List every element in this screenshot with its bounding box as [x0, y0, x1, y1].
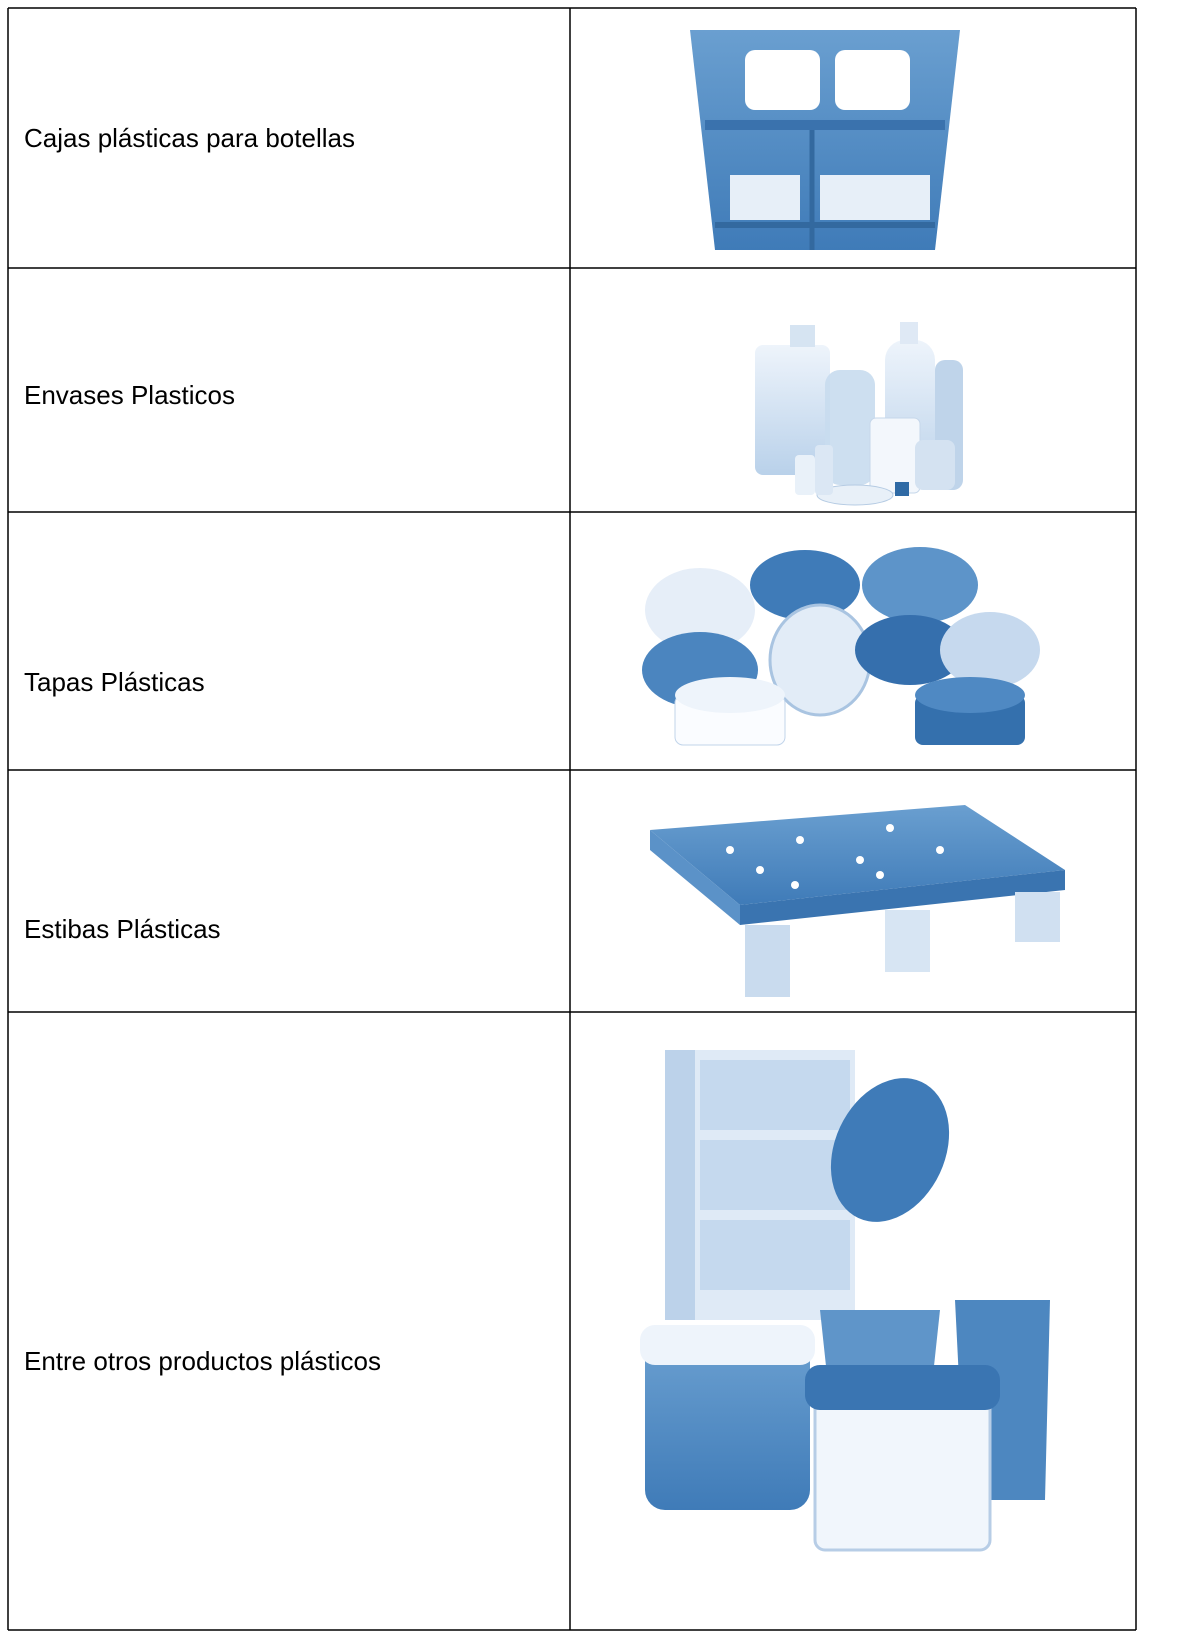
- containers-image: [755, 322, 963, 506]
- household-image: [640, 1050, 1050, 1552]
- row-label: Cajas plásticas para botellas: [24, 123, 355, 153]
- crate-image: [690, 30, 960, 250]
- row-label: Estibas Plásticas: [24, 914, 221, 944]
- row-label: Entre otros productos plásticos: [24, 1346, 381, 1376]
- table-grid: [7, 7, 1137, 1631]
- caps-image: [642, 547, 1040, 746]
- row-label: Tapas Plásticas: [24, 667, 205, 697]
- row-label: Envases Plasticos: [24, 380, 235, 410]
- pallet-image: [650, 805, 1065, 997]
